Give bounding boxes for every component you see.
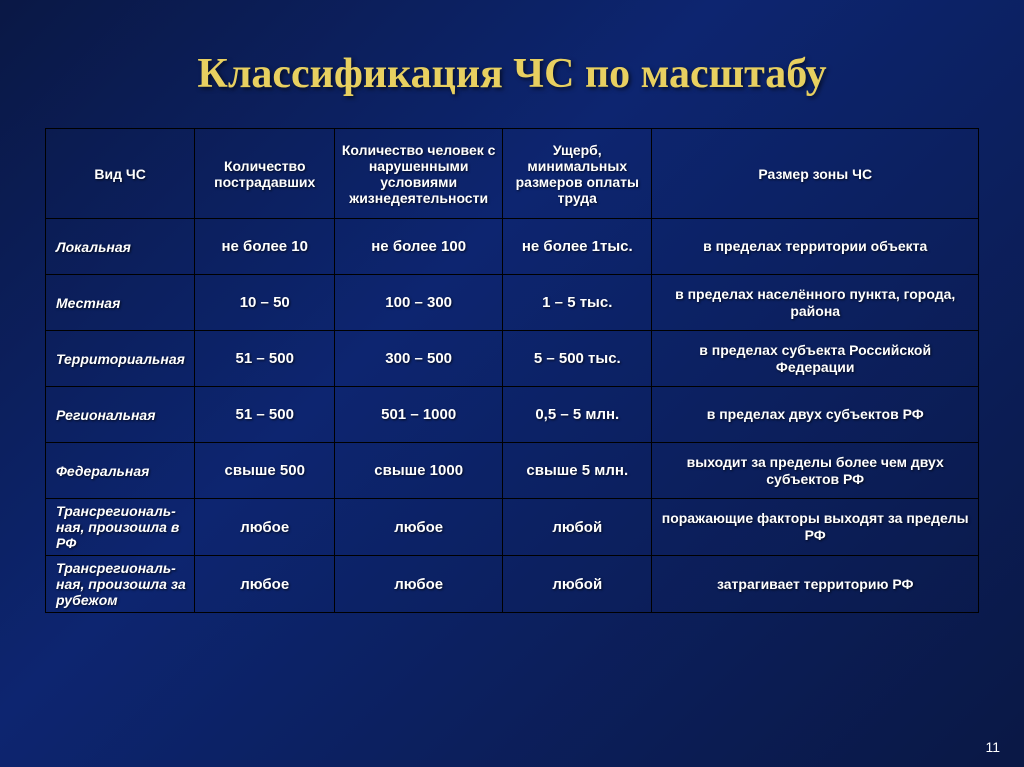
cell-zone: в пределах населённого пункта, города, р…: [652, 275, 979, 331]
cell-damage: 5 – 500 тыс.: [503, 331, 652, 387]
page-number: 11: [985, 739, 1000, 755]
table-header-row: Вид ЧС Количество пострадавших Количеств…: [46, 129, 979, 219]
col-header-damage: Ущерб, минимальных размеров оплаты труда: [503, 129, 652, 219]
col-header-type: Вид ЧС: [46, 129, 195, 219]
cell-zone: в пределах территории объекта: [652, 219, 979, 275]
col-header-zone: Размер зоны ЧС: [652, 129, 979, 219]
cell-affected: 100 – 300: [335, 275, 503, 331]
cell-type: Территориальная: [46, 331, 195, 387]
cell-damage: любой: [503, 556, 652, 613]
cell-zone: поражающие факторы выходят за пределы РФ: [652, 499, 979, 556]
cell-victims: не более 10: [195, 219, 335, 275]
cell-zone: в пределах субъекта Российской Федерации: [652, 331, 979, 387]
slide-title: Классификация ЧС по масштабу: [0, 0, 1024, 128]
cell-zone: в пределах двух субъектов РФ: [652, 387, 979, 443]
cell-victims: свыше 500: [195, 443, 335, 499]
cell-victims: любое: [195, 556, 335, 613]
cell-damage: свыше 5 млн.: [503, 443, 652, 499]
cell-affected: любое: [335, 499, 503, 556]
cell-damage: 0,5 – 5 млн.: [503, 387, 652, 443]
cell-zone: затрагивает территорию РФ: [652, 556, 979, 613]
cell-affected: любое: [335, 556, 503, 613]
cell-type: Региональная: [46, 387, 195, 443]
cell-victims: 51 – 500: [195, 331, 335, 387]
classification-table: Вид ЧС Количество пострадавших Количеств…: [45, 128, 979, 613]
cell-damage: 1 – 5 тыс.: [503, 275, 652, 331]
cell-damage: любой: [503, 499, 652, 556]
table-row: Локальная не более 10 не более 100 не бо…: [46, 219, 979, 275]
table-row: Федеральная свыше 500 свыше 1000 свыше 5…: [46, 443, 979, 499]
cell-type: Трансрегиональ-ная, произошла за рубежом: [46, 556, 195, 613]
table-row: Трансрегиональ-ная, произошла за рубежом…: [46, 556, 979, 613]
cell-type: Федеральная: [46, 443, 195, 499]
cell-type: Локальная: [46, 219, 195, 275]
table-container: Вид ЧС Количество пострадавших Количеств…: [0, 128, 1024, 613]
cell-type: Трансрегиональ-ная, произошла в РФ: [46, 499, 195, 556]
cell-affected: 501 – 1000: [335, 387, 503, 443]
table-row: Местная 10 – 50 100 – 300 1 – 5 тыс. в п…: [46, 275, 979, 331]
cell-zone: выходит за пределы более чем двух субъек…: [652, 443, 979, 499]
col-header-victims: Количество пострадавших: [195, 129, 335, 219]
cell-affected: не более 100: [335, 219, 503, 275]
cell-damage: не более 1тыс.: [503, 219, 652, 275]
cell-victims: 51 – 500: [195, 387, 335, 443]
table-row: Региональная 51 – 500 501 – 1000 0,5 – 5…: [46, 387, 979, 443]
table-row: Территориальная 51 – 500 300 – 500 5 – 5…: [46, 331, 979, 387]
cell-victims: любое: [195, 499, 335, 556]
table-row: Трансрегиональ-ная, произошла в РФ любое…: [46, 499, 979, 556]
col-header-affected: Количество человек с нарушенными условия…: [335, 129, 503, 219]
cell-type: Местная: [46, 275, 195, 331]
cell-affected: свыше 1000: [335, 443, 503, 499]
cell-victims: 10 – 50: [195, 275, 335, 331]
cell-affected: 300 – 500: [335, 331, 503, 387]
